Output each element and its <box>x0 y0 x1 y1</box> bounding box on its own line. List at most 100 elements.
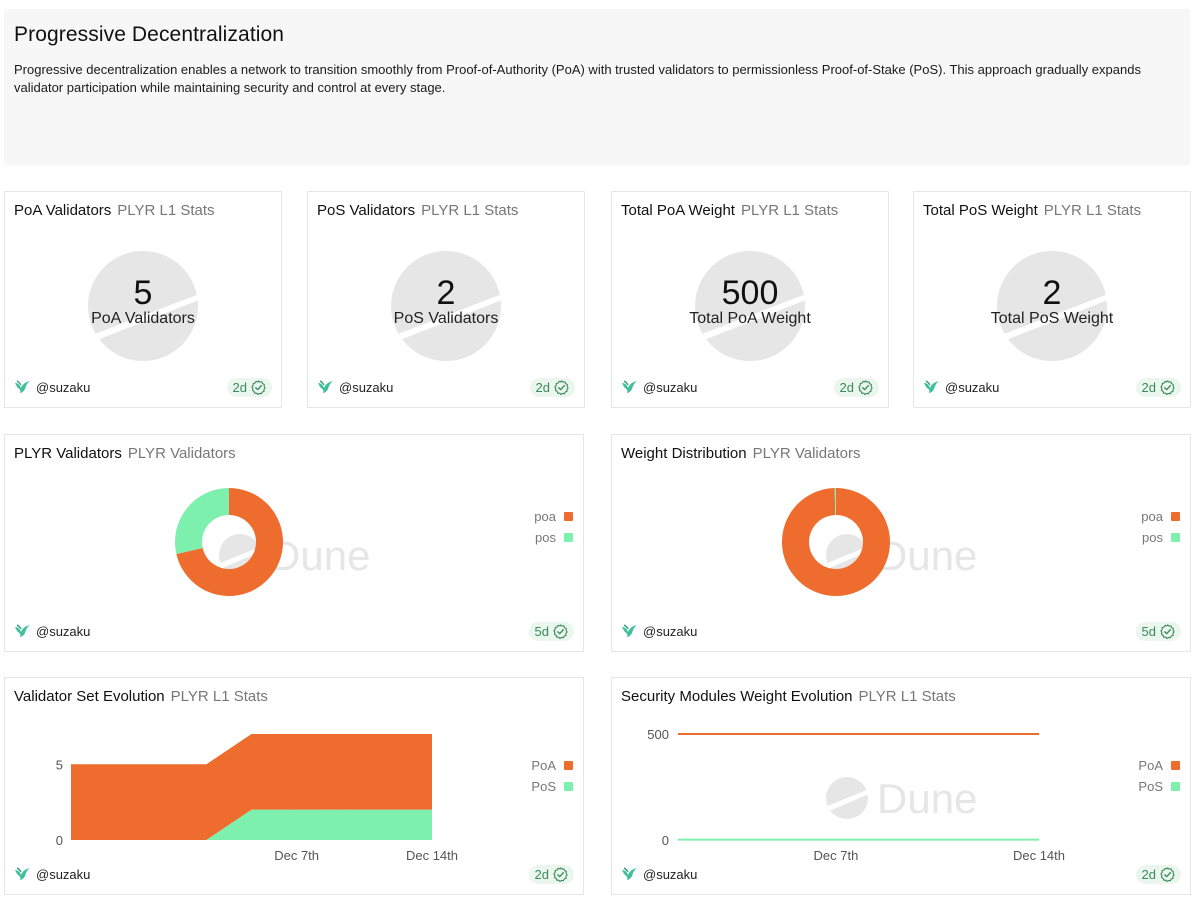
legend-item-pos[interactable]: PoS <box>531 779 573 794</box>
line-card-weight-evolution: Security Modules Weight Evolution PLYR L1… <box>611 677 1191 895</box>
chart-legend: PoA PoS <box>531 758 573 800</box>
card-title[interactable]: PoS Validators <box>317 202 416 219</box>
legend-item-poa[interactable]: poa <box>1141 509 1180 524</box>
x-tick-label: Dec 14th <box>406 848 458 863</box>
freshness-badge[interactable]: 2d <box>529 377 575 397</box>
card-subtitle[interactable]: PLYR L1 Stats <box>421 202 519 219</box>
freshness-badge[interactable]: 2d <box>528 864 574 884</box>
card-header: Total PoA Weight PLYR L1 Stats <box>621 202 838 219</box>
author-link[interactable]: @suzaku <box>14 380 90 395</box>
counter-display: 2 PoS Validators <box>308 250 584 362</box>
donut-slice-pos[interactable] <box>834 488 836 516</box>
x-tick-label: Dec 7th <box>274 848 319 863</box>
x-tick-label: Dec 14th <box>1013 848 1065 863</box>
card-footer: @suzaku 2d <box>14 863 574 885</box>
card-header: PoS Validators PLYR L1 Stats <box>317 202 518 219</box>
dune-watermark: Dune <box>218 532 370 579</box>
verified-check-icon <box>1156 866 1175 882</box>
legend-swatch-poa <box>1171 761 1180 770</box>
card-header: Weight Distribution PLYR Validators <box>621 445 860 462</box>
legend-swatch-pos <box>1171 533 1180 542</box>
legend-item-poa[interactable]: PoA <box>531 758 573 773</box>
legend-item-pos[interactable]: PoS <box>1138 779 1180 794</box>
suzaku-logo-icon <box>14 380 36 394</box>
card-footer: @suzaku 2d <box>621 376 879 398</box>
card-title[interactable]: PoA Validators <box>14 202 112 219</box>
author-link[interactable]: @suzaku <box>14 867 90 882</box>
chart-legend: PoA PoS <box>1138 758 1180 800</box>
author-link[interactable]: @suzaku <box>14 624 90 639</box>
counter-display: 5 PoA Validators <box>5 250 281 362</box>
chart-legend: poa pos <box>1141 509 1180 551</box>
freshness-badge[interactable]: 2d <box>833 377 879 397</box>
disc-background <box>997 251 1107 361</box>
donut-chart: Dune <box>782 488 977 596</box>
card-subtitle[interactable]: PLYR L1 Stats <box>1043 202 1142 219</box>
card-title[interactable]: Weight Distribution <box>621 445 747 462</box>
counter-value: 2 <box>436 274 456 312</box>
suzaku-logo-icon <box>621 380 643 394</box>
card-title[interactable]: Security Modules Weight Evolution <box>621 688 853 705</box>
freshness-badge[interactable]: 2d <box>226 377 272 397</box>
freshness-badge[interactable]: 2d <box>1135 377 1181 397</box>
watermark-text: Dune <box>270 532 370 579</box>
author-link[interactable]: @suzaku <box>317 380 393 395</box>
card-title[interactable]: Validator Set Evolution <box>14 688 165 705</box>
suzaku-logo-icon <box>14 624 36 638</box>
legend-item-poa[interactable]: poa <box>534 509 573 524</box>
counter-label: PoS Validators <box>393 310 499 327</box>
verified-check-icon <box>550 379 569 395</box>
intro-text: Progressive decentralization enables a n… <box>14 62 1141 95</box>
y-tick-label: 0 <box>56 833 63 848</box>
author-link[interactable]: @suzaku <box>621 867 697 882</box>
card-title[interactable]: Total PoA Weight <box>621 202 735 219</box>
dune-watermark: Dune <box>825 775 977 822</box>
card-subtitle[interactable]: PLYR L1 Stats <box>117 202 215 219</box>
author-link[interactable]: @suzaku <box>621 380 697 395</box>
card-footer: @suzaku 5d <box>621 620 1181 642</box>
line-chart: Dune 0 500 Dec 7th Dec 14th <box>647 727 1065 863</box>
legend-swatch-poa <box>564 761 573 770</box>
author-link[interactable]: @suzaku <box>621 624 697 639</box>
card-subtitle[interactable]: PLYR Validators <box>752 445 861 462</box>
card-title[interactable]: PLYR Validators <box>14 445 122 462</box>
disc-background <box>88 251 198 361</box>
area-series-pos[interactable] <box>71 809 432 840</box>
donut-slice-pos[interactable] <box>175 488 229 555</box>
intro-panel: Progressive Decentralization Progressive… <box>4 9 1190 165</box>
counter-card: PoS Validators PLYR L1 Stats 2 PoS Valida… <box>307 191 585 408</box>
counter-value: 500 <box>721 274 779 312</box>
counter-card: PoA Validators PLYR L1 Stats 5 PoA Valida… <box>4 191 282 408</box>
counter-display: 2 Total PoS Weight <box>914 250 1190 362</box>
suzaku-logo-icon <box>14 867 36 881</box>
freshness-badge[interactable]: 5d <box>1135 621 1181 641</box>
suzaku-logo-icon <box>923 380 945 394</box>
card-title[interactable]: Total PoS Weight <box>923 202 1038 219</box>
card-subtitle[interactable]: PLYR Validators <box>127 445 236 462</box>
donut-slice-poa[interactable] <box>782 488 890 596</box>
y-tick-label: 5 <box>56 757 63 772</box>
donut-slice-poa[interactable] <box>176 488 283 596</box>
card-subtitle[interactable]: PLYR L1 Stats <box>858 688 956 705</box>
counter-disc <box>391 251 502 361</box>
legend-item-pos[interactable]: pos <box>534 530 573 545</box>
freshness-badge[interactable]: 5d <box>528 621 574 641</box>
area-series-poa[interactable] <box>71 734 432 840</box>
legend-item-poa[interactable]: PoA <box>1138 758 1180 773</box>
watermark-text: Dune <box>877 532 977 579</box>
legend-item-pos[interactable]: pos <box>1141 530 1180 545</box>
verified-check-icon <box>1156 379 1175 395</box>
author-link[interactable]: @suzaku <box>923 380 999 395</box>
disc-stripe <box>95 294 199 340</box>
y-tick-label: 0 <box>662 833 669 848</box>
card-subtitle[interactable]: PLYR L1 Stats <box>740 202 839 219</box>
counter-disc <box>695 251 806 361</box>
counter-label: PoA Validators <box>91 310 195 327</box>
card-subtitle[interactable]: PLYR L1 Stats <box>170 688 268 705</box>
freshness-badge[interactable]: 2d <box>1135 864 1181 884</box>
disc-stripe <box>702 294 806 340</box>
legend-swatch-pos <box>564 533 573 542</box>
card-header: Security Modules Weight Evolution PLYR L1… <box>621 688 956 705</box>
legend-swatch-pos <box>564 782 573 791</box>
